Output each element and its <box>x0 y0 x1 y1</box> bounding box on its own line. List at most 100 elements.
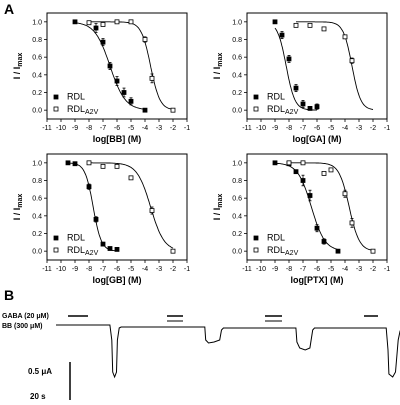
data-point <box>128 19 134 25</box>
data-point <box>86 160 92 166</box>
series-rdl-a2v <box>86 160 176 254</box>
current-trace <box>56 324 400 379</box>
x-tick-label: -2 <box>170 125 176 132</box>
legend-label-rdl-a2v-main: RDL <box>67 245 85 255</box>
x-axis-label: log[BB] (M) <box>93 134 141 144</box>
y-tick-label: 0.2 <box>232 231 242 238</box>
data-point <box>307 193 313 198</box>
y-axis-label: I / Imax <box>12 194 24 221</box>
bb-label: BB (300 μM) <box>2 323 42 330</box>
x-tick-label: -1 <box>184 125 190 132</box>
legend-label-rdl-a2v: RDLA2V <box>267 104 299 116</box>
data-point <box>272 19 278 25</box>
x-tick-label: -6 <box>114 125 120 132</box>
dose-response-charts: 0.0 0.2 0.4 0.6 0.8 1.0 -11 -10 -9 -8 -7 -6 -5 -4 -3 -2… <box>12 12 390 285</box>
y-tick-label: 0.6 <box>32 196 42 203</box>
chart-2: 0.0 0.2 0.4 0.6 0.8 1.0 -11 -10 -9 -8 -7 -6 -5 -4 -3 -2… <box>212 12 390 144</box>
x-tick-label: -4 <box>142 125 148 132</box>
y-tick-label: 0.4 <box>32 213 42 220</box>
legend-label-rdl-a2v: RDLA2V <box>67 104 99 116</box>
data-point <box>314 104 320 110</box>
data-point <box>286 56 292 62</box>
y-tick-label: 1.0 <box>32 19 42 26</box>
x-tick-label: -10 <box>56 266 66 273</box>
x-tick-label: -6 <box>314 125 320 132</box>
x-tick-label: -2 <box>370 125 376 132</box>
data-point <box>293 22 299 28</box>
data-point <box>314 225 320 231</box>
legend-label-rdl-a2v-main: RDL <box>267 104 285 114</box>
legend-marker-rdl <box>53 235 59 241</box>
data-point <box>286 160 292 166</box>
x-tick-label: -8 <box>286 125 292 132</box>
x-tick-label: -1 <box>184 266 190 273</box>
data-point <box>300 178 306 183</box>
data-point <box>335 248 341 254</box>
x-tick-label: -4 <box>142 266 148 273</box>
x-tick-label: -11 <box>42 125 52 132</box>
data-point <box>114 78 120 84</box>
y-tick-label: 0.4 <box>32 72 42 79</box>
y-axis-label: I / Imax <box>12 53 24 80</box>
y-axis-label-main: I / I <box>12 208 22 221</box>
x-tick-label: -9 <box>72 125 78 132</box>
data-point <box>128 98 134 104</box>
series-rdl-a2v <box>86 19 176 113</box>
legend-marker-rdl <box>53 94 59 100</box>
y-tick-label: 0.0 <box>232 249 242 256</box>
x-tick-label: -7 <box>300 125 306 132</box>
y-tick-label: 0.2 <box>32 90 42 97</box>
data-point <box>93 216 99 222</box>
x-tick-label: -9 <box>72 266 78 273</box>
y-tick-label: 0.8 <box>32 178 42 185</box>
x-tick-label: -7 <box>100 125 106 132</box>
data-point <box>100 163 106 169</box>
data-point <box>114 246 120 252</box>
data-point <box>114 163 120 169</box>
data-point <box>342 34 348 40</box>
panel-b-label: B <box>4 287 14 303</box>
y-tick-label: 0.6 <box>232 55 242 62</box>
x-tick-label: -9 <box>272 125 278 132</box>
series-rdl <box>72 19 148 113</box>
series-rdl-a2v <box>293 21 374 110</box>
x-tick-label: -1 <box>384 125 390 132</box>
x-tick-label: -11 <box>242 125 252 132</box>
x-tick-label: -11 <box>42 266 52 273</box>
legend-marker-rdl-a2v <box>253 106 259 112</box>
trace-group <box>56 315 400 379</box>
chart-1: 0.0 0.2 0.4 0.6 0.8 1.0 -11 -10 -9 -8 -7 -6 -5 -4 -3 -2… <box>12 12 190 144</box>
series-rdl <box>272 19 320 111</box>
fit-curve <box>89 21 174 110</box>
x-tick-label: -10 <box>256 125 266 132</box>
data-point <box>321 171 327 176</box>
y-tick-label: 1.0 <box>32 160 42 167</box>
legend-label-rdl-a2v-main: RDL <box>67 104 85 114</box>
y-axis-label-main: I / I <box>212 208 222 221</box>
fit-curve <box>296 21 374 110</box>
data-point <box>342 191 348 197</box>
x-tick-label: -5 <box>328 125 334 132</box>
legend-label-rdl: RDL <box>267 233 285 243</box>
x-axis-label: log[GA] (M) <box>293 134 342 144</box>
x-tick-label: -5 <box>328 266 334 273</box>
data-point <box>128 175 134 181</box>
legend-label-rdl: RDL <box>67 92 85 102</box>
y-axis-label-main: I / I <box>12 67 22 80</box>
series-rdl-a2v <box>286 160 376 254</box>
data-point <box>307 22 313 28</box>
y-axis-label-sub: max <box>217 53 224 67</box>
current-traces-panel: GABA (20 μM) BB (300 μM) 0.5 μA 20 s <box>2 313 400 401</box>
y-axis-label-sub: max <box>17 194 24 208</box>
data-point <box>142 37 148 42</box>
data-point <box>107 63 113 69</box>
data-point <box>100 22 106 27</box>
y-tick-label: 0.2 <box>32 231 42 238</box>
x-tick-label: -2 <box>370 266 376 273</box>
legend-label-rdl-a2v-sub: A2V <box>85 250 99 257</box>
y-tick-label: 0.0 <box>32 108 42 115</box>
data-point <box>293 169 299 175</box>
legend-label-rdl-a2v-sub: A2V <box>285 109 299 116</box>
data-point <box>272 160 278 166</box>
x-tick-label: -9 <box>272 266 278 273</box>
